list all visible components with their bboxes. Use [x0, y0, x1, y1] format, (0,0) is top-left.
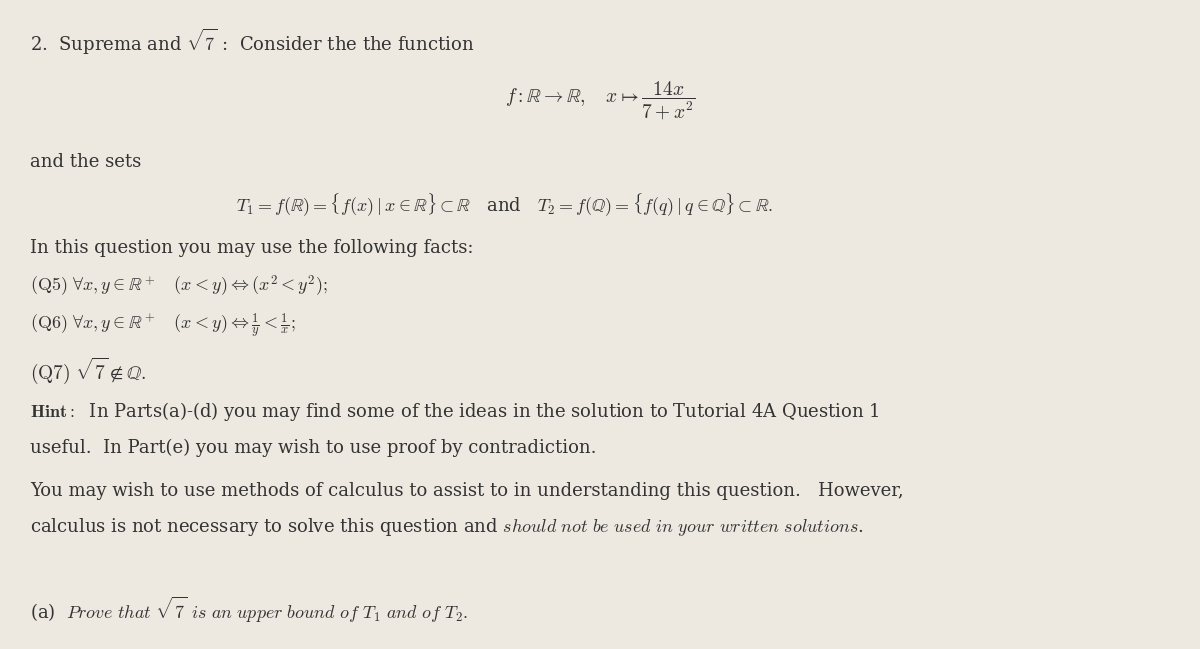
Text: $f: \mathbb{R} \to \mathbb{R}, \quad x \mapsto \dfrac{14x}{7 + x^2}$: $f: \mathbb{R} \to \mathbb{R}, \quad x \… [505, 80, 695, 121]
Text: and the sets: and the sets [30, 153, 142, 171]
Text: calculus is not necessary to solve this question and $\mathit{should\ not\ be\ u: calculus is not necessary to solve this … [30, 516, 864, 538]
Text: (a)  $\mathit{Prove\ that}$ $\sqrt{7}$ $\mathit{is\ an\ upper\ bound\ of}$ $T_1$: (a) $\mathit{Prove\ that}$ $\sqrt{7}$ $\… [30, 595, 468, 625]
Text: You may wish to use methods of calculus to assist to in understanding this quest: You may wish to use methods of calculus … [30, 482, 904, 500]
Text: $\mathbf{Hint:}$  In Parts(a)-(d) you may find some of the ideas in the solution: $\mathbf{Hint:}$ In Parts(a)-(d) you may… [30, 400, 880, 423]
Text: $(\mathrm{Q6})\ \forall x, y \in \mathbb{R}^+  \quad (x < y) \Leftrightarrow \fr: $(\mathrm{Q6})\ \forall x, y \in \mathbb… [30, 312, 295, 340]
Text: $(\mathrm{Q5})\ \forall x, y \in \mathbb{R}^+  \quad (x < y) \Leftrightarrow (x^: $(\mathrm{Q5})\ \forall x, y \in \mathbb… [30, 275, 328, 299]
Text: $T_1 = f(\mathbb{R}) = \{f(x) \mid x \in \mathbb{R}\} \subset \mathbb{R}$   and : $T_1 = f(\mathbb{R}) = \{f(x) \mid x \in… [235, 191, 773, 218]
Text: $(\mathrm{Q7})\ \sqrt{7} \notin \mathbb{Q}.$: $(\mathrm{Q7})\ \sqrt{7} \notin \mathbb{… [30, 356, 146, 386]
Text: useful.  In Part(e) you may wish to use proof by contradiction.: useful. In Part(e) you may wish to use p… [30, 439, 596, 457]
Text: In this question you may use the following facts:: In this question you may use the followi… [30, 239, 474, 257]
Text: 2.  Suprema and $\sqrt{7}$ :  Consider the the function: 2. Suprema and $\sqrt{7}$ : Consider the… [30, 27, 474, 57]
